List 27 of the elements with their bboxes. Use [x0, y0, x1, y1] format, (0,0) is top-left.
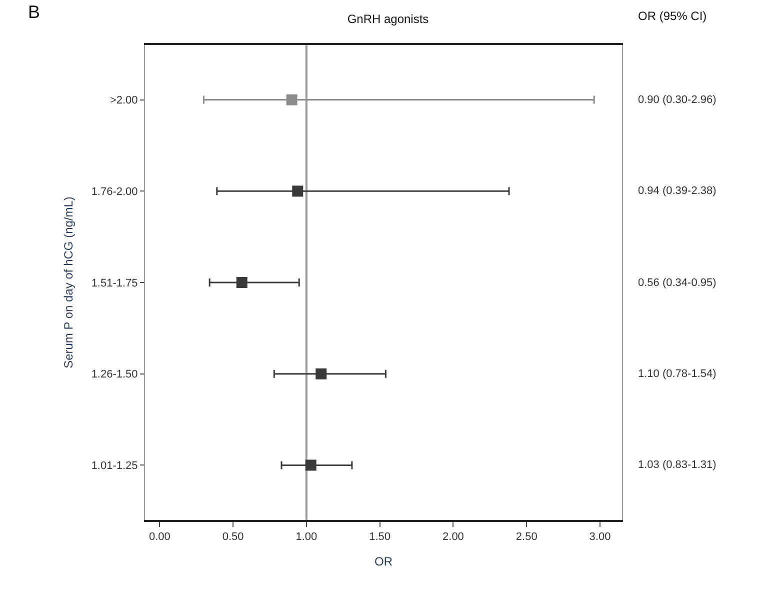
data-label: 0.90 (0.30-2.96)	[638, 94, 716, 106]
data-label: 0.56 (0.34-0.95)	[638, 277, 716, 289]
point	[286, 94, 298, 106]
y-axis-title: Serum P on day of hCG (ng/mL)	[62, 196, 76, 368]
y-tick-label: 1.01-1.25	[91, 460, 138, 472]
x-tick-label: 0.00	[148, 531, 170, 544]
text: B	[28, 2, 40, 22]
x-tick-label: 3.00	[589, 531, 611, 544]
point	[292, 186, 304, 197]
point	[305, 460, 316, 471]
y-tick-label: 1.76-2.00	[91, 186, 138, 198]
data-label: 1.03 (0.83-1.31)	[638, 459, 716, 471]
y-tick-label: >2.00	[110, 94, 138, 107]
point	[316, 368, 327, 380]
x-tick-label: 1.50	[369, 531, 391, 544]
chart-title: GnRH agonists	[347, 12, 429, 26]
x-tick-label: 2.50	[516, 531, 538, 544]
y-tick-label: 1.26-1.50	[91, 368, 138, 381]
x-tick-label: 1.00	[296, 531, 318, 544]
point	[236, 277, 248, 288]
data-label: 0.94 (0.39-2.38)	[638, 185, 716, 197]
y-tick-label: 1.51-1.75	[91, 277, 138, 290]
text: OR (95% CI)	[638, 9, 707, 23]
x-tick-label: 0.50	[222, 531, 244, 544]
data-label: 1.10 (0.78-1.54)	[638, 368, 716, 380]
x-tick-label: 2.00	[442, 531, 464, 544]
x-axis-title: OR	[374, 554, 393, 569]
